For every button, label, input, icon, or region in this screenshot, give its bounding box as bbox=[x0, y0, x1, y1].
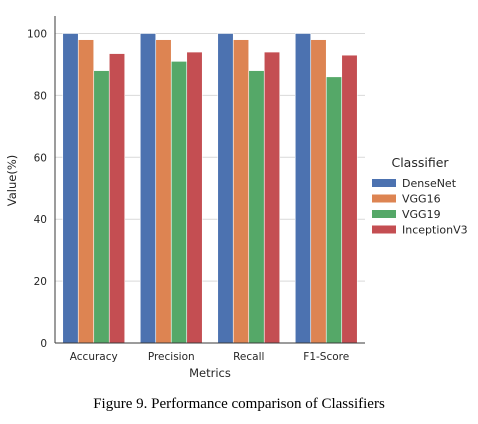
bar-densenet-accuracy bbox=[62, 33, 79, 344]
figure-caption: Figure 9. Performance comparison of Clas… bbox=[93, 396, 385, 412]
bar-vgg16-precision bbox=[155, 39, 172, 344]
bars bbox=[62, 33, 358, 344]
bar-vgg19-accuracy bbox=[93, 70, 110, 344]
bar-densenet-recall bbox=[217, 33, 234, 344]
y-tick-labels: 0 20 40 60 80 100 bbox=[27, 28, 47, 350]
legend-swatch-vgg19 bbox=[372, 210, 396, 218]
y-axis-title: Value(%) bbox=[5, 155, 19, 206]
legend-swatch-inceptionv3 bbox=[372, 225, 396, 234]
bar-inceptionv3-accuracy bbox=[108, 53, 126, 344]
x-axis-title: Metrics bbox=[189, 366, 231, 380]
bar-vgg16-recall bbox=[232, 39, 250, 344]
bar-densenet-precision bbox=[139, 33, 157, 344]
y-tick-label: 40 bbox=[34, 214, 47, 226]
y-tick-label: 20 bbox=[34, 276, 47, 288]
legend-label-vgg16: VGG16 bbox=[402, 193, 441, 206]
legend-swatch-densenet bbox=[372, 179, 396, 187]
legend-swatch-vgg16 bbox=[372, 194, 396, 203]
legend: Classifier DenseNet VGG16 VGG19 InceptionV3 bbox=[372, 155, 468, 237]
bar-inceptionv3-precision bbox=[186, 51, 203, 344]
x-tick-label: Accuracy bbox=[70, 351, 118, 363]
bar-inceptionv3-f1-score bbox=[341, 54, 358, 344]
bar-inceptionv3-recall bbox=[263, 51, 281, 344]
x-tick-label: Precision bbox=[148, 351, 195, 363]
y-tick-label: 80 bbox=[34, 90, 47, 102]
bar-vgg19-recall bbox=[248, 70, 265, 344]
y-tick-label: 0 bbox=[40, 338, 47, 350]
bar-vgg19-f1-score bbox=[325, 76, 343, 344]
bar-vgg19-precision bbox=[170, 61, 188, 344]
legend-title: Classifier bbox=[391, 155, 449, 170]
bar-densenet-f1-score bbox=[294, 33, 312, 344]
x-tick-label: F1-Score bbox=[303, 351, 349, 363]
bar-vgg16-f1-score bbox=[310, 39, 327, 344]
legend-label-inceptionv3: InceptionV3 bbox=[402, 224, 468, 237]
y-tick-label: 60 bbox=[34, 152, 47, 164]
legend-label-densenet: DenseNet bbox=[402, 177, 457, 190]
axes bbox=[54, 16, 365, 344]
bar-chart: Accuracy Precision Recall F1-Score 0 20 40 60 8… bbox=[5, 16, 468, 380]
legend-label-vgg19: VGG19 bbox=[402, 208, 441, 221]
x-tick-label: Recall bbox=[233, 351, 264, 363]
bar-vgg16-accuracy bbox=[77, 39, 95, 344]
y-tick-label: 100 bbox=[27, 28, 47, 40]
x-tick-labels: Accuracy Precision Recall F1-Score bbox=[70, 351, 349, 363]
